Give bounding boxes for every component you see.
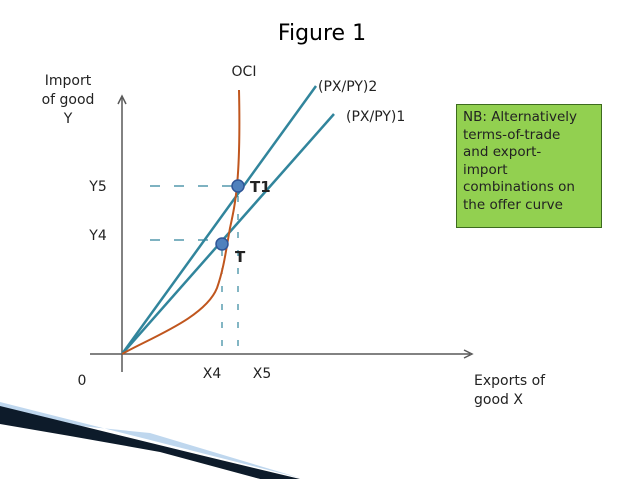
axes <box>90 94 474 372</box>
note-line-6: the offer curve <box>463 196 563 213</box>
x-axis-label-line1: Exports of <box>474 373 546 389</box>
decorative-swoosh <box>0 402 300 479</box>
offer-curve-oci <box>121 89 241 355</box>
oci-label: OCI <box>232 64 257 80</box>
note-line-1: NB: Alternatively <box>463 109 578 125</box>
guide-lines <box>150 185 239 350</box>
decor-white-fill <box>0 426 260 479</box>
note-line-5: combinations on <box>463 179 575 195</box>
tot2-label: (PX/PY)2 <box>318 79 377 95</box>
origin-label: 0 <box>78 373 87 389</box>
y5-label: Y5 <box>88 179 106 195</box>
figure-title: Figure 1 <box>278 21 366 46</box>
x-axis-label-line2: good X <box>474 392 523 408</box>
tot1-label: (PX/PY)1 <box>346 109 405 125</box>
note-line-2: terms-of-trade <box>463 126 561 143</box>
equilibrium-point-t <box>215 237 229 251</box>
note-line-4: import <box>463 161 508 178</box>
note-line-3: and export- <box>463 144 542 160</box>
terms-of-trade-line-2 <box>120 85 318 355</box>
equilibrium-point-t1 <box>231 179 245 193</box>
point-t-label: T <box>235 248 246 266</box>
x-axis-arrow <box>463 349 474 359</box>
y-axis-label-line1: Import <box>45 73 92 89</box>
y4-label: Y4 <box>88 228 107 244</box>
decor-light-band <box>0 402 300 478</box>
point-t1-label: T1 <box>250 178 271 196</box>
y-axis-label-line2: of good <box>42 92 95 108</box>
y-axis-label-line3: Y <box>63 111 73 127</box>
x4-label: X4 <box>203 366 222 382</box>
x5-label: X5 <box>253 366 272 382</box>
y-axis-arrow <box>117 94 127 105</box>
note-box: NB: Alternatively terms-of-trade and exp… <box>456 104 602 228</box>
